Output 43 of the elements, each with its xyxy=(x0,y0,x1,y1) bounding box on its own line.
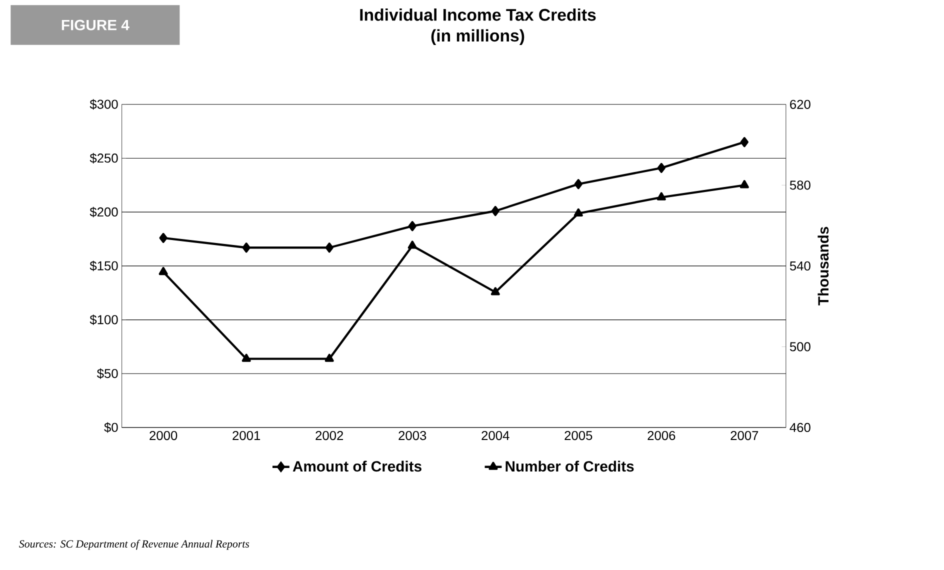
point xyxy=(159,233,168,244)
caption: FIGURE 4 xyxy=(62,20,130,30)
point xyxy=(324,354,334,362)
point xyxy=(656,192,666,201)
point xyxy=(491,206,500,216)
x-tick-label: 2001 xyxy=(232,431,260,440)
point xyxy=(408,240,417,249)
point xyxy=(408,221,416,232)
y2-tick-label: 460 xyxy=(790,423,810,432)
y2-tick-label: 620 xyxy=(790,100,810,110)
y-tick-label: $0 xyxy=(104,422,118,433)
x-tick-label: 2004 xyxy=(482,431,510,440)
point xyxy=(574,208,583,217)
y2-tick-label: 580 xyxy=(790,180,810,190)
x-tick-label: 2003 xyxy=(398,431,426,440)
point xyxy=(325,242,334,253)
y-tick-label: $200 xyxy=(90,207,118,218)
x-tick-label: 2002 xyxy=(316,431,344,440)
point xyxy=(740,180,749,188)
point xyxy=(158,267,168,276)
y-tick-label: $100 xyxy=(90,314,118,326)
legend-label: Amount of Credits xyxy=(292,460,422,472)
legend-label: Number of Credits xyxy=(506,460,634,472)
y-tick-label: $300 xyxy=(90,99,118,110)
x-tick-label: 2000 xyxy=(150,431,178,440)
point xyxy=(657,163,666,174)
point xyxy=(490,287,500,296)
source-note: Sources: SC Department of Revenue Annual Reports xyxy=(19,540,250,550)
y2-tick-label: 540 xyxy=(790,262,810,271)
y2-tick-label: 500 xyxy=(790,342,810,352)
point xyxy=(242,242,250,253)
point xyxy=(242,354,251,362)
y-tick-label: $250 xyxy=(90,153,118,164)
x-tick-label: 2006 xyxy=(648,431,676,440)
y2-axis-title: Thousands xyxy=(818,227,829,306)
x-tick-label: 2007 xyxy=(730,431,758,440)
x-tick-label: 2005 xyxy=(564,431,592,440)
y-tick-label: $50 xyxy=(96,368,118,380)
chart-title: Individual Income Tax Credits xyxy=(360,8,596,22)
chart-subtitle: (in millions) xyxy=(431,29,524,46)
point xyxy=(740,137,748,148)
y-tick-label: $150 xyxy=(90,260,118,272)
point xyxy=(574,179,582,190)
